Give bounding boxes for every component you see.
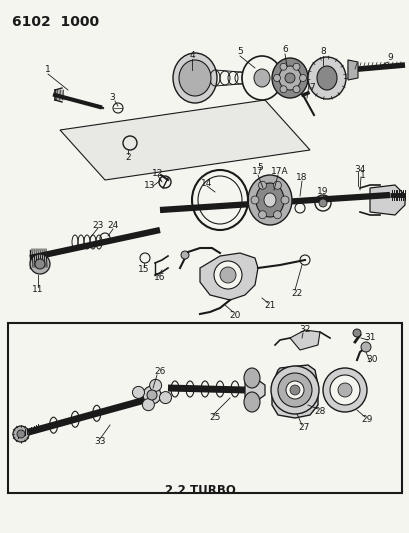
- Circle shape: [279, 86, 286, 93]
- Text: 6: 6: [281, 45, 287, 54]
- Text: 16: 16: [154, 273, 165, 282]
- Circle shape: [273, 181, 281, 189]
- Text: 2: 2: [125, 154, 130, 163]
- Circle shape: [352, 329, 360, 337]
- Ellipse shape: [307, 57, 345, 99]
- Polygon shape: [245, 380, 264, 400]
- Polygon shape: [347, 60, 357, 80]
- Text: 15: 15: [138, 265, 149, 274]
- Text: 23: 23: [92, 221, 103, 230]
- Ellipse shape: [255, 183, 283, 217]
- Circle shape: [273, 75, 280, 82]
- Circle shape: [289, 385, 299, 395]
- Text: 14: 14: [201, 179, 212, 188]
- Text: 22: 22: [291, 288, 302, 297]
- Ellipse shape: [278, 66, 300, 90]
- Circle shape: [270, 366, 318, 414]
- Circle shape: [250, 196, 258, 204]
- Ellipse shape: [271, 58, 307, 98]
- Circle shape: [147, 390, 157, 400]
- Text: 28: 28: [314, 408, 325, 416]
- Circle shape: [159, 392, 171, 403]
- Text: 1: 1: [45, 66, 51, 75]
- Ellipse shape: [247, 175, 291, 225]
- Text: 12: 12: [152, 168, 163, 177]
- Circle shape: [35, 259, 45, 269]
- Ellipse shape: [173, 53, 216, 103]
- Text: 7: 7: [308, 83, 314, 92]
- Ellipse shape: [254, 69, 270, 87]
- Text: 4: 4: [189, 51, 194, 60]
- Ellipse shape: [179, 60, 211, 96]
- Text: 18: 18: [296, 174, 307, 182]
- Circle shape: [142, 399, 154, 410]
- Polygon shape: [271, 365, 317, 418]
- Circle shape: [360, 342, 370, 352]
- Text: 34: 34: [353, 166, 365, 174]
- Text: 8: 8: [319, 47, 325, 56]
- Circle shape: [277, 373, 311, 407]
- Text: 29: 29: [360, 416, 372, 424]
- Circle shape: [258, 211, 266, 219]
- Text: 11: 11: [32, 286, 44, 295]
- Text: 21: 21: [264, 302, 275, 311]
- Text: 20: 20: [229, 311, 240, 319]
- Ellipse shape: [243, 392, 259, 412]
- Text: 25: 25: [209, 414, 220, 423]
- Circle shape: [273, 211, 281, 219]
- Text: 33: 33: [94, 438, 106, 447]
- Polygon shape: [200, 253, 257, 300]
- Text: 17: 17: [252, 167, 263, 176]
- Text: 1: 1: [359, 171, 365, 180]
- Text: 5: 5: [256, 164, 262, 173]
- Text: 17A: 17A: [270, 167, 288, 176]
- Circle shape: [30, 254, 50, 274]
- Ellipse shape: [284, 73, 294, 83]
- Polygon shape: [60, 100, 309, 180]
- Circle shape: [279, 63, 286, 70]
- Circle shape: [132, 386, 144, 398]
- Circle shape: [292, 63, 299, 70]
- Bar: [8, 323, 401, 493]
- Circle shape: [322, 368, 366, 412]
- Text: 19: 19: [317, 188, 328, 197]
- Text: 6102  1000: 6102 1000: [12, 15, 99, 29]
- Polygon shape: [289, 330, 319, 350]
- Circle shape: [329, 375, 359, 405]
- Circle shape: [292, 86, 299, 93]
- Circle shape: [258, 181, 266, 189]
- Circle shape: [13, 426, 29, 442]
- Text: 9: 9: [386, 53, 392, 62]
- Circle shape: [113, 103, 123, 113]
- Circle shape: [299, 75, 306, 82]
- Circle shape: [213, 261, 241, 289]
- Ellipse shape: [263, 193, 275, 207]
- Circle shape: [17, 430, 25, 438]
- Text: 2.2 TURBO: 2.2 TURBO: [164, 483, 235, 497]
- Ellipse shape: [243, 368, 259, 388]
- Text: 3: 3: [109, 93, 115, 102]
- Circle shape: [149, 379, 161, 391]
- Circle shape: [318, 199, 326, 207]
- Ellipse shape: [241, 56, 281, 100]
- Text: 31: 31: [363, 334, 375, 343]
- Circle shape: [280, 196, 288, 204]
- Polygon shape: [369, 185, 404, 215]
- Text: 30: 30: [365, 356, 377, 365]
- Text: 13: 13: [144, 182, 155, 190]
- Circle shape: [220, 267, 236, 283]
- Ellipse shape: [316, 66, 336, 90]
- Text: 26: 26: [154, 367, 165, 376]
- Circle shape: [285, 381, 303, 399]
- Text: 32: 32: [299, 326, 310, 335]
- Circle shape: [143, 386, 161, 404]
- Text: 27: 27: [298, 424, 309, 432]
- Text: 24: 24: [107, 222, 118, 230]
- Circle shape: [337, 383, 351, 397]
- Text: 5: 5: [236, 47, 242, 56]
- Circle shape: [180, 251, 189, 259]
